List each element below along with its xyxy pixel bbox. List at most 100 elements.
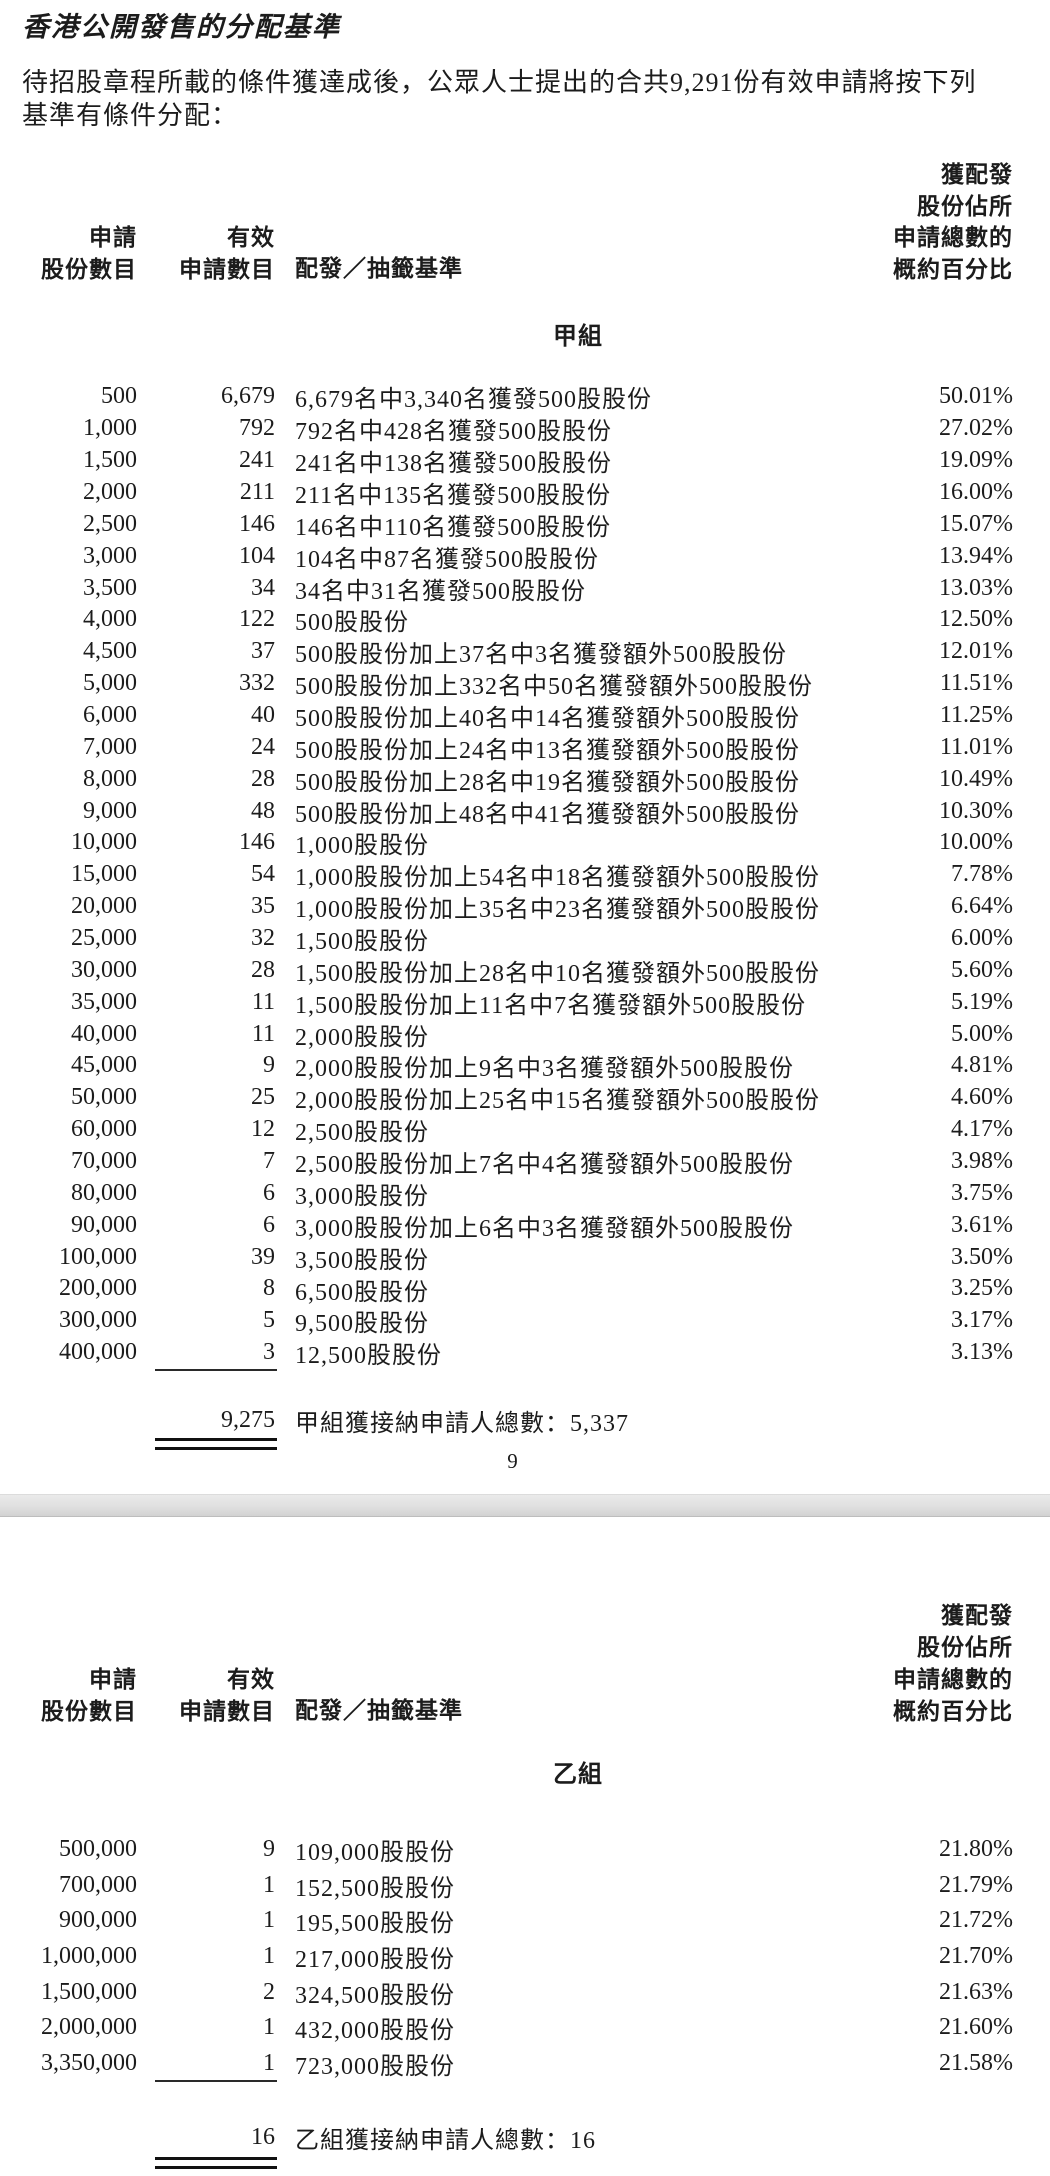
percentage-cell: 13.03% xyxy=(939,574,1013,601)
percentage-cell: 10.00% xyxy=(939,829,1013,856)
table-row: 30,000 28 1,500股股份加上28名中10名獲發額外500股股份 5.60% xyxy=(0,954,1013,987)
header-application-shares-p1: 申請 股份數目 xyxy=(0,222,137,285)
table-row: 25,000 32 1,500股股份 6.00% xyxy=(0,923,1013,955)
valid-applications-cell: 11 xyxy=(251,988,275,1015)
application-shares-cell: 10,000 xyxy=(71,829,137,856)
table-row: 90,000 6 3,000股股份加上6名中3名獲發額外500股股份 3.61% xyxy=(0,1209,1013,1242)
table-row: 500 6,679 6,679名中3,340名獲發500股股份 50.01% xyxy=(0,381,1013,413)
group-b-double-rule xyxy=(155,2157,277,2169)
header-allocation-basis-p1: 配發／抽籤基準 xyxy=(295,255,463,281)
percentage-cell: 3.98% xyxy=(951,1148,1013,1175)
valid-applications-cell: 8 xyxy=(263,1275,275,1302)
valid-applications-cell: 34 xyxy=(251,574,275,601)
table-row: 2,000,000 1 432,000股股份 21.60% xyxy=(0,2010,1013,2046)
allocation-basis-cell: 500股股份加上24名中13名獲發額外500股股份 xyxy=(295,737,800,764)
valid-applications-cell: 5 xyxy=(263,1307,275,1334)
group-a-subtotal-rule xyxy=(155,1369,277,1371)
valid-applications-cell: 1 xyxy=(263,1871,275,1898)
application-shares-cell: 400,000 xyxy=(59,1339,137,1366)
percentage-cell: 3.75% xyxy=(951,1179,1013,1206)
table-row: 3,000 104 104名中87名獲發500股股份 13.94% xyxy=(0,540,1013,573)
table-row: 70,000 7 2,500股股份加上7名中4名獲發額外500股股份 3.98% xyxy=(0,1146,1013,1178)
allocation-basis-cell: 500股股份加上28名中19名獲發額外500股股份 xyxy=(295,769,800,796)
application-shares-cell: 2,000 xyxy=(83,479,137,505)
application-shares-cell: 5,000 xyxy=(83,670,137,697)
valid-applications-cell: 6,679 xyxy=(221,383,275,410)
application-shares-cell: 900,000 xyxy=(59,1907,137,1934)
application-shares-cell: 3,500 xyxy=(83,574,137,601)
allocation-basis-cell: 2,000股股份加上25名中15名獲發額外500股股份 xyxy=(295,1088,820,1115)
valid-applications-cell: 146 xyxy=(239,829,275,856)
percentage-cell: 3.13% xyxy=(951,1339,1013,1366)
table-row: 7,000 24 500股股份加上24名中13名獲發額外500股股份 11.01% xyxy=(0,731,1013,764)
valid-applications-cell: 122 xyxy=(239,606,275,633)
table-row: 2,000 211 211名中135名獲發500股股份 16.00% xyxy=(0,477,1013,509)
table-row: 10,000 146 1,000股股份 10.00% xyxy=(0,827,1013,859)
percentage-cell: 3.25% xyxy=(951,1275,1013,1302)
valid-applications-cell: 1 xyxy=(263,1942,275,1969)
valid-applications-cell: 12 xyxy=(251,1116,275,1143)
percentage-cell: 15.07% xyxy=(939,510,1013,537)
table-row: 6,000 40 500股股份加上40名中14名獲發額外500股股份 11.25% xyxy=(0,700,1013,732)
allocation-basis-cell: 2,500股股份加上7名中4名獲發額外500股股份 xyxy=(295,1152,794,1179)
application-shares-cell: 700,000 xyxy=(59,1871,137,1898)
valid-applications-cell: 37 xyxy=(251,638,275,665)
valid-applications-cell: 11 xyxy=(251,1020,275,1047)
group-a-total-count: 9,275 xyxy=(221,1406,275,1433)
table-row: 1,500 241 241名中138名獲發500股股份 19.09% xyxy=(0,445,1013,477)
valid-applications-cell: 6 xyxy=(263,1211,275,1238)
percentage-cell: 12.01% xyxy=(939,638,1013,665)
percentage-cell: 21.63% xyxy=(939,1978,1013,2005)
intro-line-2: 基準有條件分配： xyxy=(22,101,239,130)
percentage-cell: 21.60% xyxy=(939,2014,1013,2041)
application-shares-cell: 15,000 xyxy=(71,861,137,888)
valid-applications-cell: 332 xyxy=(239,670,275,697)
header-line: 股份數目 xyxy=(41,1698,137,1724)
table-row: 40,000 11 2,000股股份 5.00% xyxy=(0,1018,1013,1051)
percentage-cell: 5.00% xyxy=(951,1020,1013,1047)
valid-applications-cell: 104 xyxy=(239,542,275,569)
valid-applications-cell: 211 xyxy=(239,479,275,505)
table-row: 3,500 34 34名中31名獲發500股股份 13.03% xyxy=(0,572,1013,605)
table-row: 4,000 122 500股股份 12.50% xyxy=(0,604,1013,636)
valid-applications-cell: 54 xyxy=(251,861,275,888)
application-shares-cell: 50,000 xyxy=(71,1084,137,1111)
valid-applications-cell: 25 xyxy=(251,1084,275,1111)
table-row: 400,000 3 12,500股股份 3.13% xyxy=(0,1337,1013,1369)
table-row: 100,000 39 3,500股股份 3.50% xyxy=(0,1241,1013,1274)
application-shares-cell: 100,000 xyxy=(59,1243,137,1270)
header-line: 申請總數的 xyxy=(893,1666,1013,1692)
percentage-cell: 3.50% xyxy=(951,1243,1013,1270)
allocation-basis-cell: 3,000股股份 xyxy=(295,1183,429,1210)
header-line: 申請 xyxy=(89,1666,137,1692)
group-a-total-row: 9,275 甲組獲接納申請人總數：5,337 xyxy=(0,1404,1013,1437)
allocation-basis-cell: 6,679名中3,340名獲發500股股份 xyxy=(295,387,652,414)
allocation-basis-cell: 6,500股股份 xyxy=(295,1279,429,1306)
percentage-cell: 5.19% xyxy=(951,988,1013,1015)
application-shares-cell: 7,000 xyxy=(83,733,137,760)
header-valid-applications-p1: 有效 申請數目 xyxy=(137,222,275,285)
percentage-cell: 11.25% xyxy=(939,702,1013,729)
header-line: 概約百分比 xyxy=(893,1698,1013,1724)
allocation-basis-cell: 3,000股股份加上6名中3名獲發額外500股股份 xyxy=(295,1215,794,1242)
allocation-basis-cell: 2,000股股份 xyxy=(295,1024,429,1051)
header-line: 申請數目 xyxy=(179,1698,275,1724)
application-shares-cell: 500 xyxy=(101,383,137,410)
valid-applications-cell: 6 xyxy=(263,1179,275,1206)
allocation-basis-cell: 792名中428名獲發500股股份 xyxy=(295,419,612,446)
allocation-basis-cell: 500股股份加上40名中14名獲發額外500股股份 xyxy=(295,706,800,733)
valid-applications-cell: 40 xyxy=(251,702,275,729)
application-shares-cell: 2,000,000 xyxy=(41,2014,137,2041)
percentage-cell: 4.81% xyxy=(951,1052,1013,1079)
group-b-total-label: 乙組獲接納申請人總數：16 xyxy=(295,2127,596,2154)
valid-applications-cell: 792 xyxy=(239,415,275,442)
table-row: 15,000 54 1,000股股份加上54名中18名獲發額外500股股份 7.78% xyxy=(0,859,1013,891)
application-shares-cell: 1,000 xyxy=(83,415,137,442)
allocation-basis-cell: 109,000股股份 xyxy=(295,1840,455,1867)
percentage-cell: 10.49% xyxy=(939,765,1013,792)
header-line: 有效 xyxy=(227,1666,275,1692)
table-row: 35,000 11 1,500股股份加上11名中7名獲發額外500股股份 5.19% xyxy=(0,986,1013,1019)
valid-applications-cell: 35 xyxy=(251,893,275,920)
allocation-basis-cell: 3,500股股份 xyxy=(295,1247,429,1274)
